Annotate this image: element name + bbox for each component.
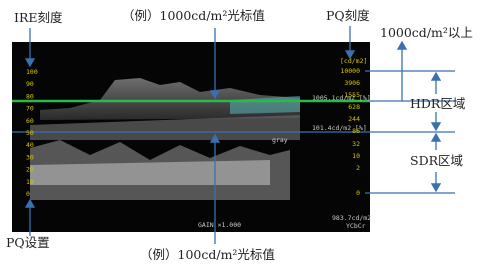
- ire-label: 0: [26, 190, 30, 198]
- ire-label: 10: [26, 178, 34, 186]
- ire-label: 20: [26, 166, 34, 174]
- label: PQ设置: [6, 235, 50, 250]
- pq-label: 0: [356, 189, 360, 197]
- label: （例）1000cd/m²光标值: [122, 8, 265, 23]
- peak: 983.7cd/m2: [332, 214, 371, 222]
- readout: 1005.1cd/m2 [%]: [312, 94, 371, 102]
- pq-label: 10000: [340, 67, 360, 75]
- pq-label: 2: [356, 164, 360, 172]
- pq-label: 32: [352, 140, 360, 148]
- ire-label: 70: [26, 105, 34, 113]
- pq-label: 10: [352, 152, 360, 160]
- ire-label: 90: [26, 80, 34, 88]
- label: IRE刻度: [14, 10, 63, 25]
- label: 1000cd/m²以上: [380, 25, 473, 40]
- label: SDR区域: [410, 153, 463, 168]
- ire-label: 50: [26, 129, 34, 137]
- gain: GAIN ×1.000: [198, 221, 241, 229]
- ire-label: 100: [26, 68, 38, 76]
- label: HDR区域: [410, 96, 465, 111]
- pq-label: 3906: [344, 79, 360, 87]
- label: （例）100cd/m²光标值: [140, 247, 275, 262]
- readout: 101.4cd/m2 [%]: [312, 124, 367, 132]
- diagram: 1009080706050403020100 10000390615556282…: [0, 0, 482, 268]
- ire-label: 40: [26, 141, 34, 149]
- pq-unit: [cd/m2]: [340, 57, 367, 65]
- marker: gray: [272, 136, 288, 144]
- pq-label: 244: [348, 115, 360, 123]
- pq-label: 628: [348, 103, 360, 111]
- ire-label: 60: [26, 117, 34, 125]
- ire-label: 80: [26, 92, 34, 100]
- ire-label: 30: [26, 153, 34, 161]
- label: PQ刻度: [326, 8, 370, 23]
- format: YCbCr: [346, 222, 366, 230]
